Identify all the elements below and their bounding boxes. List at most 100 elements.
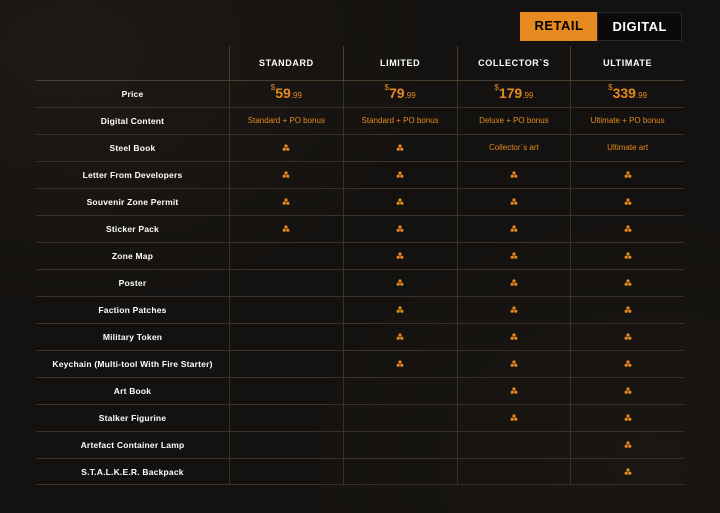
included-icon <box>623 170 633 180</box>
feature-cell <box>343 378 457 404</box>
row-price: Price $59.99 $79.99 $179.99 $339.99 <box>36 80 684 107</box>
feature-cell <box>570 270 684 296</box>
feature-cell <box>343 405 457 431</box>
row-artbook: Art Book <box>36 377 684 404</box>
feature-cell <box>343 189 457 215</box>
feature-cell <box>229 378 343 404</box>
cell-digital-content: Deluxe + PO bonus <box>457 108 571 134</box>
included-icon <box>509 413 519 423</box>
feature-cell <box>570 189 684 215</box>
feature-cell <box>343 270 457 296</box>
included-icon <box>395 305 405 315</box>
price-collectors: $179.99 <box>457 81 571 107</box>
cell-digital-content: Ultimate + PO bonus <box>570 108 684 134</box>
included-icon <box>395 197 405 207</box>
row-letter: Letter From Developers <box>36 161 684 188</box>
cell-steel-book <box>343 135 457 161</box>
feature-cell <box>457 324 571 350</box>
feature-cell <box>457 297 571 323</box>
feature-cell <box>229 270 343 296</box>
included-icon <box>623 467 633 477</box>
included-icon <box>509 251 519 261</box>
edition-header-ultimate: ULTIMATE <box>570 46 684 80</box>
row-steel-book: Steel Book Collector`s art Ultimate art <box>36 134 684 161</box>
included-icon <box>623 440 633 450</box>
feature-cell <box>343 297 457 323</box>
feature-cell <box>570 324 684 350</box>
row-label: Digital Content <box>36 108 229 134</box>
edition-name: COLLECTOR`S <box>478 58 549 68</box>
included-icon <box>623 278 633 288</box>
included-icon <box>281 143 291 153</box>
price-ultimate: $339.99 <box>570 81 684 107</box>
included-icon <box>509 278 519 288</box>
comparison-table: STANDARD LIMITED COLLECTOR`S ULTIMATE Pr… <box>36 46 684 505</box>
feature-cell <box>457 405 571 431</box>
feature-cell <box>229 216 343 242</box>
included-icon <box>281 224 291 234</box>
included-icon <box>395 251 405 261</box>
row-patches: Faction Patches <box>36 296 684 323</box>
feature-cell <box>229 297 343 323</box>
included-icon <box>509 332 519 342</box>
feature-cell <box>457 432 571 458</box>
row-label: Sticker Pack <box>36 216 229 242</box>
cell-digital-content: Standard + PO bonus <box>343 108 457 134</box>
feature-cell <box>457 351 571 377</box>
price-limited: $79.99 <box>343 81 457 107</box>
row-label: Art Book <box>36 378 229 404</box>
included-icon <box>281 197 291 207</box>
row-label: S.T.A.L.K.E.R. Backpack <box>36 459 229 484</box>
feature-cell <box>457 378 571 404</box>
row-label: Faction Patches <box>36 297 229 323</box>
row-label: Keychain (Multi-tool With Fire Starter) <box>36 351 229 377</box>
feature-cell <box>343 243 457 269</box>
included-icon <box>623 197 633 207</box>
included-icon <box>509 197 519 207</box>
cell-steel-book: Ultimate art <box>570 135 684 161</box>
feature-cell <box>570 216 684 242</box>
row-sticker: Sticker Pack <box>36 215 684 242</box>
feature-cell <box>570 297 684 323</box>
feature-cell <box>229 189 343 215</box>
feature-cell <box>343 459 457 484</box>
row-label: Poster <box>36 270 229 296</box>
edition-header-collectors: COLLECTOR`S <box>457 46 571 80</box>
feature-cell <box>457 270 571 296</box>
included-icon <box>509 359 519 369</box>
feature-cell <box>229 459 343 484</box>
included-icon <box>509 305 519 315</box>
table-header-row: STANDARD LIMITED COLLECTOR`S ULTIMATE <box>36 46 684 80</box>
row-label: Price <box>36 81 229 107</box>
feature-cell <box>343 162 457 188</box>
feature-cell <box>570 459 684 484</box>
included-icon <box>395 143 405 153</box>
included-icon <box>395 359 405 369</box>
row-digital-content: Digital Content Standard + PO bonus Stan… <box>36 107 684 134</box>
tab-retail[interactable]: RETAIL <box>520 12 597 41</box>
feature-cell <box>229 351 343 377</box>
edition-header-standard: STANDARD <box>229 46 343 80</box>
row-label: Military Token <box>36 324 229 350</box>
included-icon <box>395 278 405 288</box>
cell-steel-book <box>229 135 343 161</box>
included-icon <box>623 332 633 342</box>
row-token: Military Token <box>36 323 684 350</box>
row-keychain: Keychain (Multi-tool With Fire Starter) <box>36 350 684 377</box>
row-label: Steel Book <box>36 135 229 161</box>
included-icon <box>623 359 633 369</box>
included-icon <box>281 170 291 180</box>
feature-cell <box>343 432 457 458</box>
feature-cell <box>343 324 457 350</box>
tab-digital[interactable]: DIGITAL <box>597 12 682 41</box>
row-figurine: Stalker Figurine <box>36 404 684 431</box>
feature-cell <box>570 351 684 377</box>
feature-cell <box>229 162 343 188</box>
feature-cell <box>457 216 571 242</box>
table-body: Price $59.99 $79.99 $179.99 $339.99 Digi… <box>36 80 684 485</box>
row-map: Zone Map <box>36 242 684 269</box>
row-label: Stalker Figurine <box>36 405 229 431</box>
row-label: Souvenir Zone Permit <box>36 189 229 215</box>
feature-cell <box>570 405 684 431</box>
included-icon <box>623 251 633 261</box>
